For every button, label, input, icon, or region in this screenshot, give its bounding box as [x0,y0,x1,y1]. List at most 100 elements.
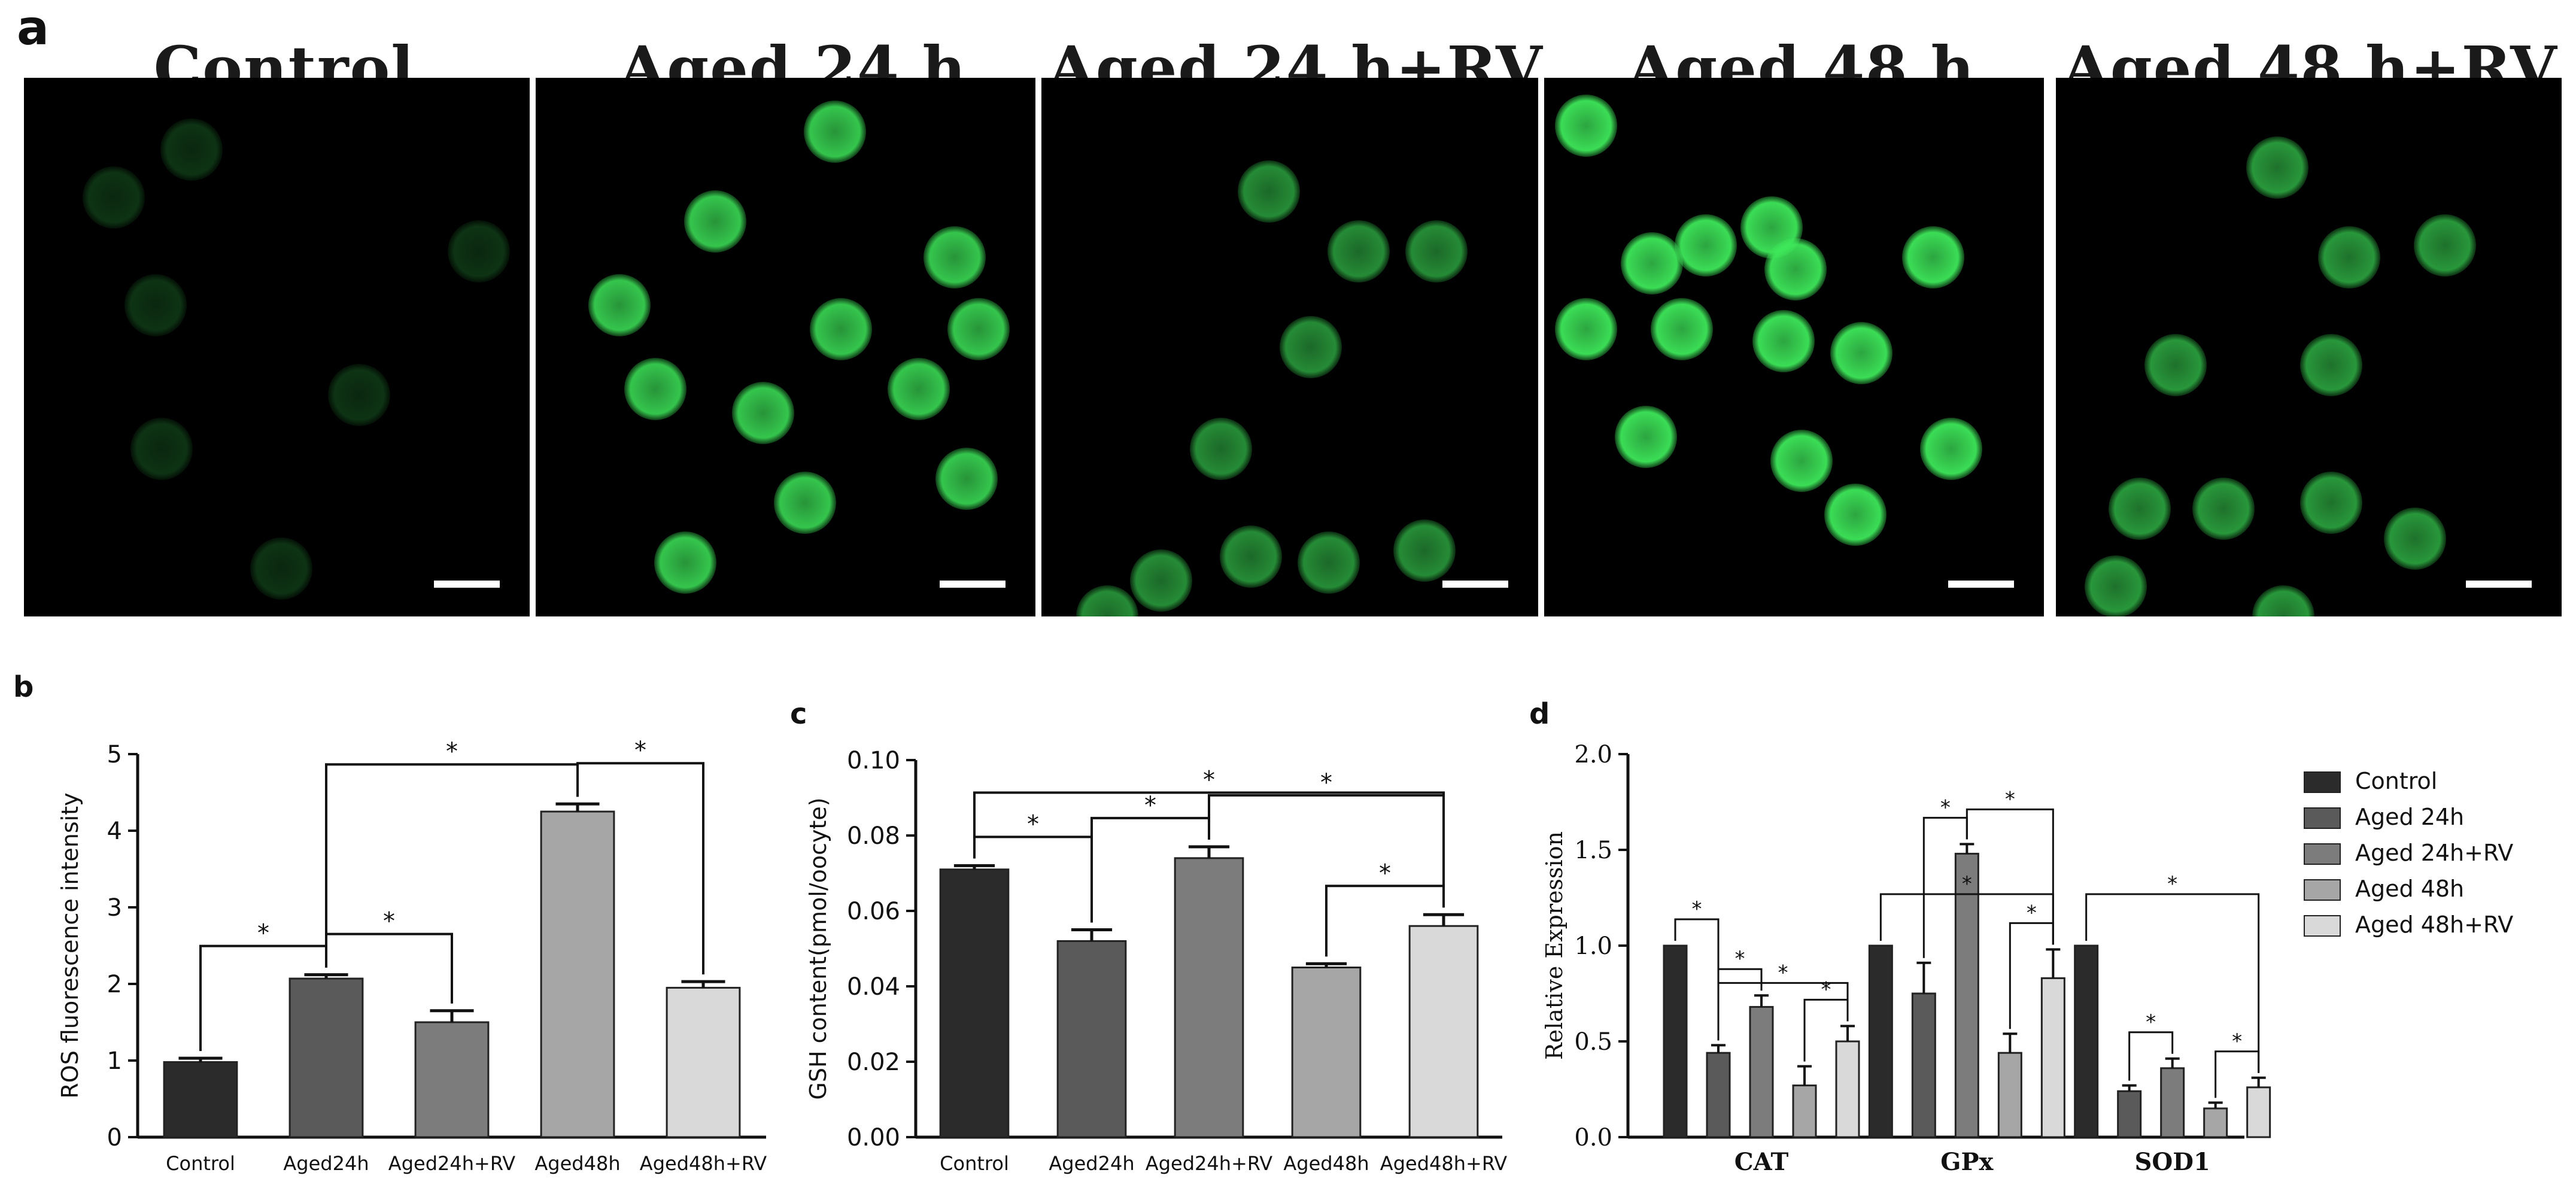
oocyte [588,274,651,336]
significance-label: * [1027,810,1039,838]
significance-bracket [1803,998,1849,1062]
significance-label: * [1320,769,1332,797]
legend-swatch [2304,807,2341,829]
significance-label: * [2027,901,2037,925]
oocyte [1902,226,1964,288]
oocyte [448,220,510,282]
bar [1408,925,1479,1138]
y-tick-label: 0.5 [1574,1028,1612,1056]
bar [1997,1052,2022,1138]
significance-label: * [446,738,458,765]
legend-swatch [2304,879,2341,901]
significance-label: * [1144,792,1156,819]
oocyte [1752,310,1815,372]
bar [1792,1084,1817,1138]
oocyte [1280,316,1342,378]
y-tick-label: 0.06 [847,898,900,925]
micrograph-aged48 [1544,78,2044,616]
bar [540,810,615,1138]
chart-ros: 0 1 2 3 4 5 ROS fluorescence intensity Control A… [36,706,790,1194]
oocyte [654,531,716,594]
x-tick-label: Aged24h+RV [1146,1152,1273,1175]
y-tick-label: 0.0 [1574,1124,1612,1152]
legend-swatch [2304,771,2341,793]
x-tick-label: Aged24h+RV [388,1152,516,1175]
significance-label: * [2167,872,2177,896]
oocyte [1405,220,1468,282]
x-tick-label: Aged24h [283,1152,369,1175]
bar [2160,1067,2185,1138]
oocyte [1920,418,1982,480]
oocyte [732,382,794,444]
significance-label: * [634,737,646,764]
oocyte [1238,160,1300,223]
significance-label: * [2005,787,2015,811]
y-tick-label: 2.0 [1574,741,1612,768]
significance-label: * [2232,1029,2242,1053]
x-tick-label: Aged48h+RV [1380,1152,1508,1175]
micrograph-control [24,78,530,616]
oocyte [2414,214,2476,277]
oocyte [2246,136,2308,199]
micrograph-aged24 [536,78,1035,616]
y-tick-label: 4 [107,818,122,845]
oocyte [1830,322,1892,384]
bar [1291,967,1362,1138]
significance-label: * [383,908,395,935]
bar [1954,852,1979,1138]
y-tick-label: 5 [107,741,122,768]
panel-label-d: d [1529,697,1550,731]
oocyte [124,274,187,336]
oocyte [1824,484,1887,546]
oocyte [2252,585,2314,616]
bar [939,868,1010,1138]
significance-bracket [1208,794,1445,908]
micrograph-aged24rv [1041,78,1538,616]
scale-bar [940,581,1006,588]
significance-bracket [2085,893,2260,1073]
oocyte [1190,418,1252,480]
oocyte [2300,334,2362,396]
y-tick-label: 0.02 [847,1049,900,1076]
legend-label: Aged 24h [2355,804,2464,830]
scale-bar [1442,581,1508,588]
scale-bar [2466,581,2532,588]
oocyte [804,101,866,163]
bar [1706,1052,1731,1138]
bar [1911,992,1936,1138]
oocyte [1675,214,1737,277]
oocyte [1130,549,1192,612]
oocyte [947,298,1010,360]
scale-bar [1948,581,2014,588]
x-tick-label: Aged48h [534,1152,620,1175]
bar [288,977,364,1138]
significance-bracket [1325,885,1445,957]
oocyte [624,358,686,420]
significance-bracket [2009,922,2054,1029]
oocyte [2384,508,2446,570]
oocyte [1651,298,1713,360]
x-tick-label: Control [166,1152,235,1175]
y-tick-label: 1.0 [1574,932,1612,960]
oocyte [1615,406,1677,468]
oocyte [1621,232,1683,294]
legend-swatch [2304,843,2341,865]
panel-label-c: c [790,697,807,731]
bar [1749,1005,1774,1138]
significance-bracket [576,762,704,975]
y-axis-label: GSH content(pmol/oocyte) [805,797,831,1099]
oocyte [83,166,145,229]
chart-relative-expression: 0.0 0.5 1.0 1.5 2.0 Relative Expression CAT GPx… [1526,718,2574,1194]
y-tick-label: 0.00 [847,1124,900,1152]
oocyte [810,298,872,360]
significance-label: * [1778,961,1788,985]
legend-swatch [2304,915,2341,937]
y-tick-label: 0.08 [847,822,900,850]
oocyte [1220,525,1282,588]
oocyte [1393,519,1456,582]
oocyte [888,358,950,420]
oocyte [2192,478,2255,540]
significance-label: * [2146,1010,2156,1034]
oocyte [160,119,223,181]
bar [2246,1086,2271,1138]
